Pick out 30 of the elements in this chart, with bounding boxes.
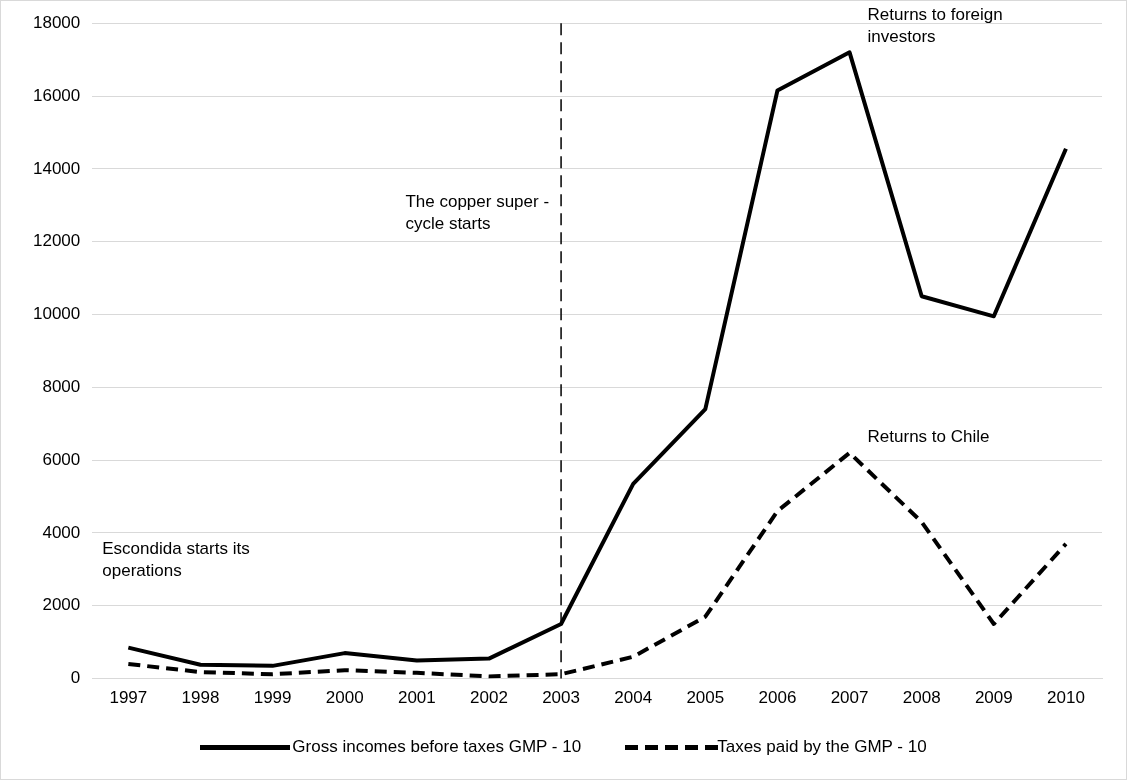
x-tick-label: 2007 <box>830 688 869 708</box>
y-tick-label: 6000 <box>42 449 81 469</box>
y-tick-label: 16000 <box>32 85 81 105</box>
x-tick-label: 2001 <box>397 688 436 708</box>
x-tick-label: 1997 <box>109 688 148 708</box>
annotation: The copper super - cycle starts <box>405 191 550 233</box>
y-tick-label: 10000 <box>32 304 81 324</box>
y-tick-label: 14000 <box>32 158 81 178</box>
x-tick-label: 2000 <box>325 688 364 708</box>
annotation: Returns to Chile <box>867 427 990 447</box>
x-tick-label: 1999 <box>253 688 292 708</box>
x-tick-label: 2008 <box>902 688 941 708</box>
legend-label: Gross incomes before taxes GMP - 10 <box>292 737 582 757</box>
y-tick-label: 8000 <box>42 377 81 396</box>
x-tick-label: 2004 <box>614 688 653 708</box>
x-tick-label: 2002 <box>470 688 508 708</box>
y-tick-label: 4000 <box>42 522 81 542</box>
x-tick-label: 2010 <box>1047 688 1085 708</box>
y-tick-label: 12000 <box>32 231 81 251</box>
annotation: Escondida starts its operations <box>102 539 250 581</box>
x-tick-label: 2009 <box>974 688 1013 708</box>
annotation: Returns to foreign investors <box>867 4 1003 46</box>
y-tick-label: 18000 <box>32 12 81 32</box>
y-tick-label: 0 <box>70 668 81 688</box>
legend-label: Taxes paid by the GMP - 10 <box>717 737 927 757</box>
x-tick-label: 1998 <box>181 688 220 708</box>
x-tick-label: 2003 <box>542 688 580 708</box>
x-tick-label: 2006 <box>758 688 797 708</box>
y-tick-label: 2000 <box>42 595 81 615</box>
x-tick-label: 2005 <box>686 688 725 708</box>
